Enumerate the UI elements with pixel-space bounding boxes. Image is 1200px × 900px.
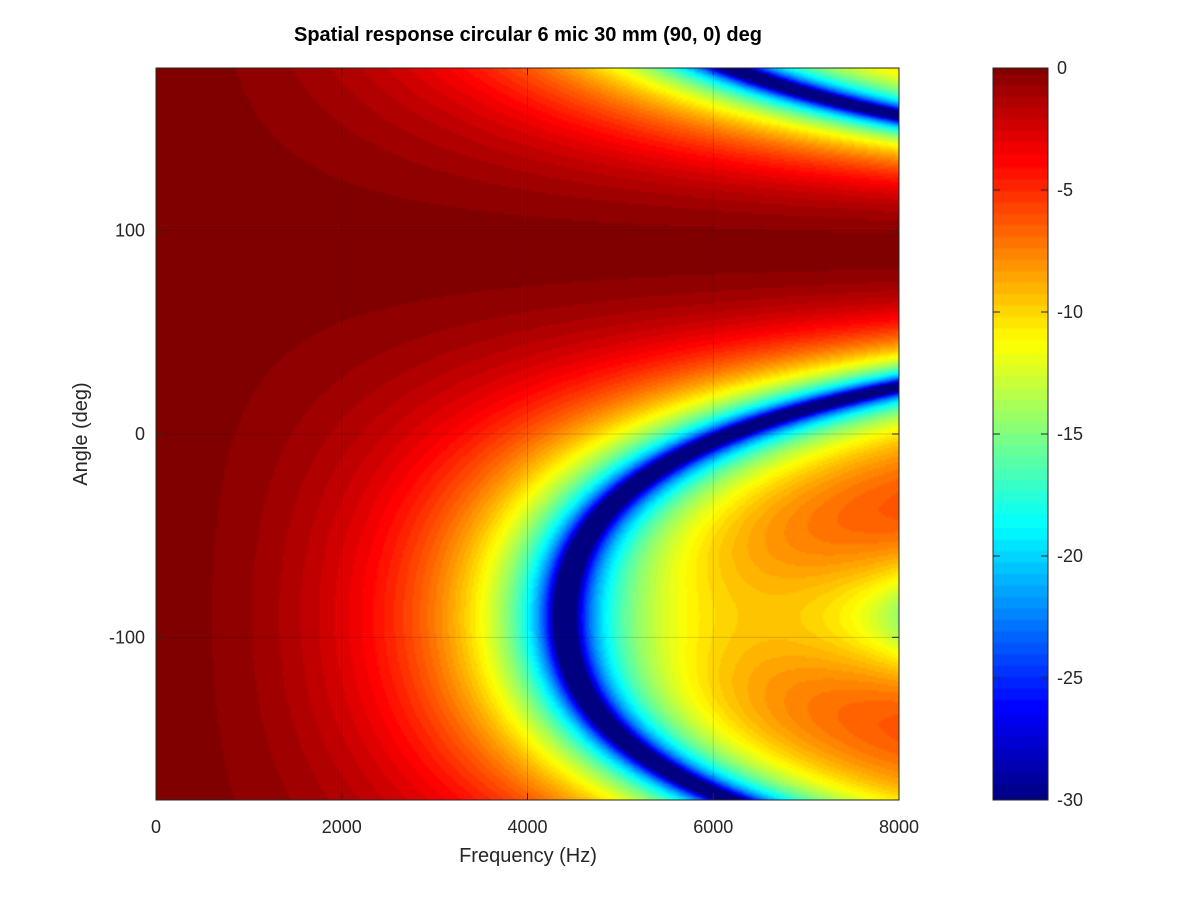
heatmap-image xyxy=(156,68,899,800)
colorbar-tick-label: -30 xyxy=(1057,790,1083,810)
colorbar-tick-label: -20 xyxy=(1057,546,1083,566)
colorbar-ticks: 0 -5 -10 -15 -20 -25 -30 xyxy=(993,58,1083,810)
colorbar-tick-label: -10 xyxy=(1057,302,1083,322)
x-tick-label: 0 xyxy=(151,817,161,837)
y-tick-label: 0 xyxy=(135,424,145,444)
colorbar: 0 -5 -10 -15 -20 -25 -30 xyxy=(992,58,1083,810)
x-axis-label: Frequency (Hz) xyxy=(459,845,597,867)
chart-title: Spatial response circular 6 mic 30 mm (9… xyxy=(294,24,762,46)
colorbar-tick-label: -15 xyxy=(1057,424,1083,444)
x-tick-label: 2000 xyxy=(322,817,362,837)
colorbar-tick-label: -5 xyxy=(1057,180,1073,200)
x-tick-label: 6000 xyxy=(693,817,733,837)
colorbar-tick-label: -25 xyxy=(1057,668,1083,688)
x-axis-ticks: 0 2000 4000 6000 8000 xyxy=(151,68,919,837)
grid-lines xyxy=(156,68,899,800)
y-axis-label: Angle (deg) xyxy=(70,382,92,485)
plot-area: 0 2000 4000 6000 8000 -100 0 100 xyxy=(109,67,919,837)
colorbar-gradient xyxy=(993,68,1048,800)
y-axis-ticks: -100 0 100 xyxy=(109,221,899,647)
y-tick-label: 100 xyxy=(115,221,145,241)
colorbar-tick-label: 0 xyxy=(1057,58,1067,78)
x-tick-label: 4000 xyxy=(507,817,547,837)
y-tick-label: -100 xyxy=(109,627,145,647)
x-tick-label: 8000 xyxy=(879,817,919,837)
